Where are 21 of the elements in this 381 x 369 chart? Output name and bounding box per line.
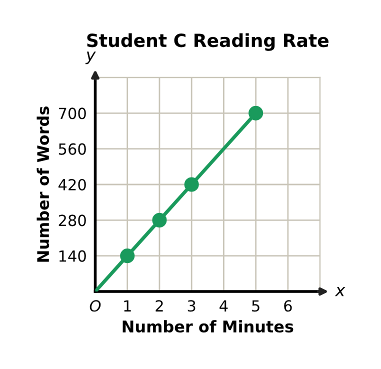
text: x	[334, 286, 346, 296]
y-tick-label: 280	[58, 214, 86, 226]
x-tick-label: 1	[124, 300, 131, 312]
x-tick-label: O	[90, 300, 101, 312]
point	[120, 248, 135, 264]
point	[184, 177, 199, 192]
x-tick-label: 2	[156, 300, 163, 312]
y-tick-label: 140	[59, 250, 86, 262]
point	[248, 106, 264, 120]
x-tick-label: 6	[284, 300, 292, 312]
x-tick-label: 4	[220, 300, 228, 312]
text: y	[85, 52, 96, 64]
x-tick-label: 5	[252, 300, 260, 312]
x-tick-label: 3	[188, 300, 196, 312]
y-tick-label: 560	[58, 143, 86, 155]
y-tick-label: 420	[58, 178, 86, 191]
x-axis-title: Number of Minutes	[122, 320, 294, 333]
y-tick-label: 700	[59, 108, 86, 120]
y-axis-title: Number of Words	[36, 106, 50, 262]
point	[152, 212, 167, 228]
chart-title: Student C Reading Rate	[87, 33, 328, 51]
